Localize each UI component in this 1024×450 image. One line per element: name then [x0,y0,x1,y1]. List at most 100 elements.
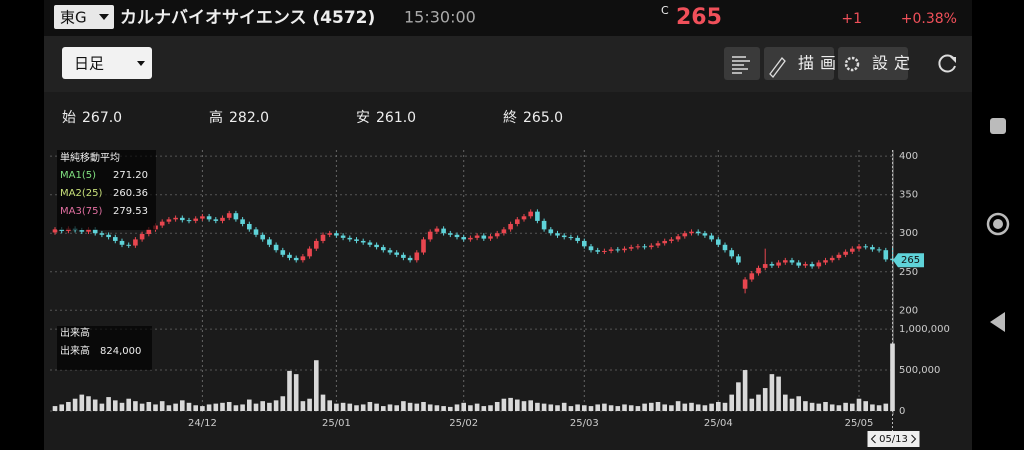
volume-bar [280,396,286,411]
volume-bar [173,403,178,411]
candle-body [79,230,85,232]
candle-body [320,234,326,241]
nav-home-dot [993,219,1003,229]
volume-bar [213,403,219,411]
candle-body [870,247,875,250]
volume-bar [796,396,801,411]
price-flag: C [661,4,669,17]
volume-bar [756,394,761,411]
candle-body [843,251,848,255]
candle-body [226,213,232,218]
volume-bar [434,405,440,411]
change: +1 [841,11,862,27]
nav-home[interactable] [986,212,1010,236]
candle-body [521,216,527,220]
candle-body [722,244,728,251]
cursor-arrows [870,434,917,444]
volume-bar [267,402,272,411]
legend-box [57,150,156,230]
nav-recent[interactable] [990,118,1006,134]
volume-bar [494,401,500,411]
volume-bar [876,405,882,411]
candle-body [742,279,748,289]
candle-body [468,237,473,240]
period-select[interactable] [62,47,152,79]
volume-bar [66,401,71,411]
candle-body [803,264,808,266]
candle-body [253,229,259,235]
candle-body [561,235,567,238]
volume-bar [401,401,406,411]
candle-body [441,228,446,234]
candle-body [736,256,741,263]
volume-bar [541,403,547,411]
volume-bar [816,403,822,411]
candle-body [474,235,480,238]
legend-title: 出来高 [60,326,90,339]
candle-body [213,219,219,221]
candle-body [427,231,433,240]
market-select[interactable] [54,5,114,29]
legend-name: MA1(5) [60,170,96,181]
volume-bar [72,398,78,411]
volume-bar [736,382,741,411]
candle-body [340,235,346,238]
volume-bar [253,403,259,411]
settings-button[interactable] [838,47,908,80]
volume-bar [776,376,781,411]
legend-label: 出来高 [60,344,90,357]
volume-bar [809,402,815,411]
candle-body [119,240,125,245]
y-tick-label: 500,000 [899,365,940,376]
candle-body [193,218,198,221]
candle-body [635,246,641,248]
candle-body [756,267,761,274]
volume-bar [247,399,252,411]
candle-body [568,237,574,239]
volume-bar [260,401,265,411]
candle-body [709,235,714,240]
candle-body [809,264,815,267]
candle-body [220,217,225,221]
candle-body [166,219,172,222]
volume-bar [803,401,808,411]
candle-body [655,243,661,246]
quote-value: 282.0 [229,110,269,126]
volume-bar [421,401,426,411]
legend-value: 279.53 [113,206,148,217]
candle-body [689,231,694,234]
candle-body [602,250,607,252]
x-tick-label: 24/12 [188,418,217,429]
volume-bar [133,401,138,411]
volume-bar [387,404,393,411]
draw-button[interactable] [764,47,834,80]
volume-bar [823,401,828,411]
candle-body [146,229,152,234]
volume-bar [769,374,775,411]
candle-body [682,233,688,237]
volume-bar [890,343,895,411]
volume-bar [166,405,172,411]
stock-title: カルナバイオサイエンス (4572) [120,8,375,28]
candle-body [749,273,755,280]
volume-bar [347,403,353,411]
nav-back[interactable] [990,312,1005,332]
volume-bar [742,370,748,411]
volume-bar [240,404,245,411]
volume-bar [273,400,279,411]
refresh-icon[interactable] [938,54,956,73]
candle-body [836,254,842,258]
volume-bar [126,398,131,411]
indicator-button[interactable] [724,47,760,80]
period: 日足 [74,55,104,73]
volume-bar [501,398,507,411]
x-tick-label: 25/03 [570,418,599,429]
volume-bar [441,406,446,411]
x-tick-label: 25/05 [845,418,874,429]
quote-row: 始 267.0 高 282.0 安 261.0 終 265.0 [62,109,563,126]
quote-label: 始 [62,110,76,126]
volume-bar [749,398,755,411]
candle-body [762,264,768,268]
volume-bar [662,404,667,411]
